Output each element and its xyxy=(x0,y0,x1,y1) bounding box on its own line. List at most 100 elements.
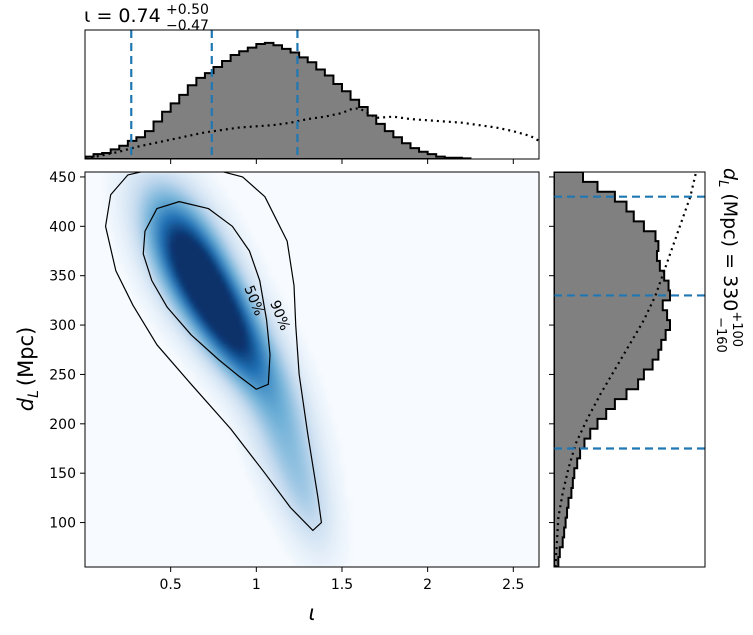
heatmap-cell xyxy=(170,294,176,300)
heatmap-cell xyxy=(127,242,133,248)
heatmap-cell xyxy=(241,400,247,406)
heatmap-cell xyxy=(245,334,252,340)
heatmap-cell xyxy=(264,286,271,292)
heatmap-cell xyxy=(207,233,214,239)
heatmap-cell xyxy=(283,426,289,432)
heatmap-cell xyxy=(217,294,223,300)
heatmap-cell xyxy=(335,523,341,529)
heatmap-cell xyxy=(297,351,304,357)
heatmap-cell xyxy=(207,312,214,318)
heatmap-cell xyxy=(255,360,261,366)
heatmap-cell xyxy=(160,268,166,274)
heatmap-cell xyxy=(259,321,266,327)
heatmap-cell xyxy=(278,470,285,476)
heatmap-cell xyxy=(250,474,256,480)
heatmap-cell xyxy=(132,259,138,265)
heatmap-cell xyxy=(278,303,285,309)
heatmap-cell xyxy=(316,509,323,515)
heatmap-cell xyxy=(179,242,185,248)
heatmap-cell xyxy=(141,185,148,191)
heatmap-cell xyxy=(241,303,247,309)
heatmap-cell xyxy=(146,255,152,261)
heatmap-cell xyxy=(108,176,114,182)
heatmap-cell xyxy=(255,430,261,436)
heatmap-cell xyxy=(146,237,152,243)
heatmap-cell xyxy=(288,369,294,375)
heatmap-cell xyxy=(274,321,280,327)
heatmap-cell xyxy=(288,413,294,419)
heatmap-cell xyxy=(198,202,204,208)
x-tick-label-0: 0.5 xyxy=(160,577,182,593)
heatmap-cell xyxy=(250,343,256,349)
heatmap-cell xyxy=(155,207,162,213)
heatmap-cell xyxy=(321,483,327,489)
heatmap-cell xyxy=(283,404,289,410)
heatmap-cell xyxy=(321,395,327,401)
heatmap-cell xyxy=(132,185,138,191)
heatmap-cell xyxy=(255,479,261,485)
heatmap-cell xyxy=(222,246,228,252)
heatmap-cell xyxy=(207,229,214,235)
heatmap-cell xyxy=(127,198,133,204)
heatmap-cell xyxy=(293,558,299,564)
heatmap-cell xyxy=(274,351,280,357)
heatmap-cell xyxy=(340,531,346,537)
heatmap-cell xyxy=(264,351,271,357)
heatmap-cell xyxy=(212,202,219,208)
heatmap-cell xyxy=(278,400,285,406)
heatmap-cell xyxy=(345,518,351,524)
heatmap-cell xyxy=(316,461,323,467)
heatmap-cell xyxy=(269,413,275,419)
heatmap-cell xyxy=(222,409,228,414)
heatmap-cell xyxy=(264,347,271,353)
heatmap-cell xyxy=(222,215,228,221)
heatmap-cell xyxy=(307,369,313,375)
heatmap-cell xyxy=(335,457,341,463)
heatmap-cell xyxy=(307,492,313,498)
heatmap-cell xyxy=(231,343,237,349)
heatmap-cell xyxy=(189,172,195,177)
heatmap-cell xyxy=(255,246,261,252)
heatmap-cell xyxy=(217,224,223,230)
heatmap-cell xyxy=(297,514,304,520)
heatmap-cell xyxy=(127,207,133,213)
heatmap-cell xyxy=(236,316,242,322)
heatmap-cell xyxy=(312,527,318,533)
heatmap-cell xyxy=(326,523,332,529)
heatmap-cell xyxy=(155,202,162,208)
heatmap-cell xyxy=(203,211,209,217)
heatmap-cell xyxy=(326,518,332,524)
heatmap-cell xyxy=(179,220,185,226)
heatmap-cell xyxy=(321,536,327,542)
heatmap-cell xyxy=(198,189,204,195)
heatmap-cell xyxy=(137,277,143,283)
heatmap-cell xyxy=(255,286,261,292)
heatmap-cell xyxy=(170,334,176,340)
heatmap-cell xyxy=(207,272,214,278)
heatmap-cell xyxy=(321,558,327,564)
heatmap-cell xyxy=(217,259,223,265)
heatmap-cell xyxy=(283,461,289,467)
heatmap-cell xyxy=(217,193,223,199)
heatmap-cell xyxy=(259,312,266,318)
heatmap-cell xyxy=(108,211,114,217)
heatmap-cell xyxy=(146,185,152,191)
heatmap-cell xyxy=(245,299,252,305)
heatmap-cell xyxy=(141,224,148,230)
heatmap-cell xyxy=(302,492,308,498)
heatmap-cell xyxy=(264,422,271,428)
heatmap-cell xyxy=(250,378,256,384)
heatmap-cell xyxy=(250,448,256,454)
heatmap-cell xyxy=(259,387,266,393)
heatmap-cell xyxy=(293,435,299,441)
heatmap-cell xyxy=(189,325,195,331)
heatmap-cell xyxy=(132,233,138,239)
heatmap-cell xyxy=(269,492,275,498)
heatmap-cell xyxy=(165,220,171,226)
heatmap-cell xyxy=(222,237,228,243)
heatmap-cell xyxy=(274,492,280,498)
heatmap-cell xyxy=(155,316,162,322)
heatmap-cell xyxy=(250,391,256,397)
heatmap-cell xyxy=(297,330,304,335)
heatmap-cell xyxy=(155,325,162,331)
